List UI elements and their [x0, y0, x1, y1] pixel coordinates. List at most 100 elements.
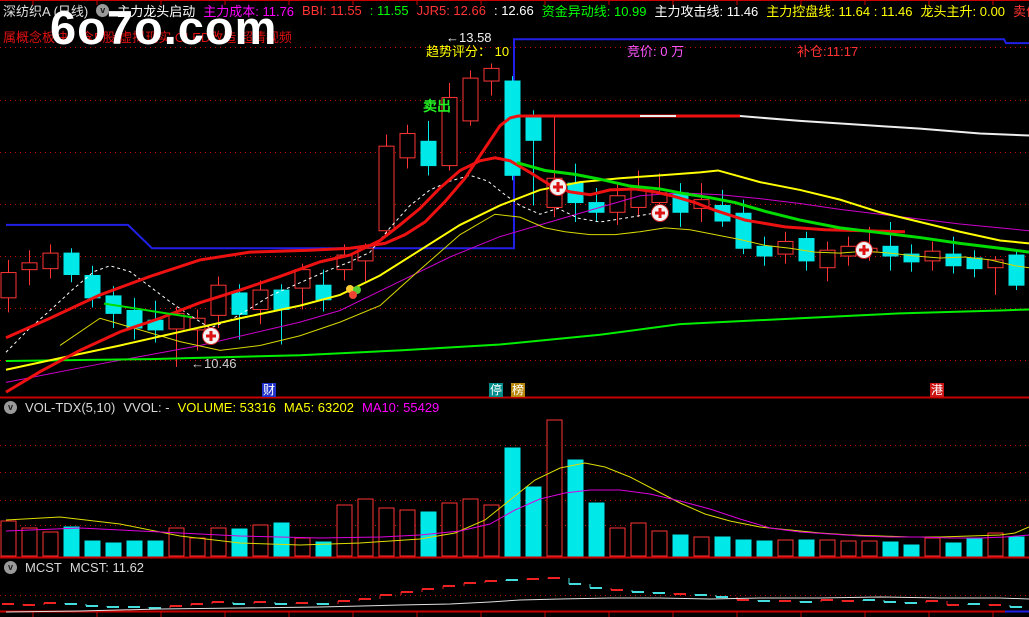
volume-bar: [882, 541, 899, 557]
volume-bar: [1008, 536, 1025, 557]
volume-bar: [798, 539, 815, 557]
volume-header-item-4: MA5: 63202: [283, 400, 354, 415]
topbar-item-8: 资金异动线: 10.99: [541, 4, 647, 19]
volume-bar: [756, 540, 773, 557]
volume-bar: [987, 532, 1004, 557]
green-mid-segment-line: [516, 161, 1029, 254]
yellow-thick-control-line: [5, 169, 1029, 371]
volume-bar: [126, 540, 143, 557]
white-resistance-line: [739, 115, 1029, 137]
red-cost-line-line: [5, 156, 906, 394]
candle-body: [252, 289, 269, 310]
red-attack-line-line: [5, 114, 740, 340]
topbar-item-10: 主力控盘线: 11.64 : 11.46: [766, 4, 913, 19]
vol-ma10-line: [5, 489, 1029, 539]
chevron-circle-icon[interactable]: v: [4, 401, 17, 414]
mcst-white-line: [5, 596, 1029, 613]
candle-body: [189, 317, 206, 331]
peak-price-label: ←13.58: [446, 30, 492, 45]
candle-body: [231, 292, 248, 315]
candle-body: [294, 269, 311, 289]
volume-header-item-1: VOL-TDX(5,10): [25, 400, 116, 415]
candle-body: [42, 252, 59, 270]
volume-bar: [525, 486, 542, 557]
mcst-header-item-2: MCST: 11.62: [69, 560, 145, 575]
volume-bar: [147, 540, 164, 557]
volume-header: v VOL-TDX(5,10) VVOL: - VOLUME: 53316 MA5: 6…: [4, 400, 439, 415]
mcst-header: v MCST MCST: 11.62: [4, 560, 144, 575]
volume-bar: [651, 530, 668, 557]
volume-bar: [630, 522, 647, 557]
topbar-item-12: 卖价: 11.54: [1013, 4, 1029, 19]
volume-ma-lines: [5, 489, 1029, 539]
volume-bar: [672, 534, 689, 557]
concept-line: 属概念板块：含B股 虚拟现实 OLED改造 超清视频: [3, 30, 292, 45]
volume-bar: [294, 537, 311, 557]
volume-bar: [357, 498, 374, 557]
pane-tag-2[interactable]: 停: [489, 383, 504, 397]
low-price-label: ←10.46: [191, 356, 237, 371]
volume-bar: [336, 504, 353, 557]
sell-signal-label: 卖出: [423, 98, 451, 114]
topbar-item-7: : 12.66: [493, 3, 534, 18]
trend-score-label: 趋势评分： 10: [426, 44, 510, 59]
volume-bar: [735, 539, 752, 557]
candle-body: [378, 145, 395, 232]
topbar-item-4: BBI: 11.55: [302, 3, 362, 18]
candle-body: [588, 202, 605, 213]
volume-bar: [819, 539, 836, 557]
chevron-circle-icon[interactable]: v: [4, 561, 17, 574]
topbar-item-5: : 11.55: [369, 3, 409, 18]
volume-bar: [378, 507, 395, 557]
candle-body: [945, 253, 962, 267]
topbar-item-11: 龙头主升: 0.00: [920, 4, 1006, 19]
volume-bar: [21, 527, 38, 557]
pane-tag-4[interactable]: 港: [930, 383, 945, 397]
candle-body: [987, 259, 1004, 269]
volume-bar: [189, 537, 206, 557]
pane-tag-3[interactable]: 榜: [511, 383, 526, 397]
volume-bar: [0, 520, 17, 557]
volume-bar: [903, 544, 920, 557]
candle-body: [819, 249, 836, 269]
cross-marker-icon: [855, 241, 873, 259]
white-dash-trend-line: [5, 174, 661, 353]
volume-bar: [84, 540, 101, 557]
candle-body: [840, 245, 857, 257]
volume-bar: [924, 537, 941, 557]
candle-body: [441, 97, 458, 167]
cross-marker-icon: [651, 204, 669, 222]
cross-marker-icon: [202, 327, 220, 345]
mcst-header-item-1: MCST: [25, 560, 62, 575]
chevron-circle-icon[interactable]: v: [96, 4, 110, 17]
volume-bar: [462, 498, 479, 557]
volume-bar: [105, 542, 122, 557]
candle-body: [756, 245, 773, 257]
candle-body: [420, 140, 437, 167]
volume-bar: [399, 509, 416, 557]
volume-bar: [42, 531, 59, 557]
candle-body: [882, 245, 899, 257]
candle-body: [399, 133, 416, 159]
candle-body: [0, 272, 17, 299]
candle-body: [462, 77, 479, 122]
volume-bar: [273, 522, 290, 557]
magenta-ma-line: [5, 192, 1029, 383]
topbar-item-3: 主力成本: 11.76: [203, 4, 295, 19]
volume-header-item-3: VOLUME: 53316: [177, 400, 276, 415]
topbar-item-2: 主力龙头启动: [117, 4, 196, 19]
volume-bar: [546, 419, 563, 557]
candle-body: [1008, 254, 1025, 286]
pane-tag-1[interactable]: 财: [262, 383, 277, 397]
cross-marker-icon: [549, 178, 567, 196]
top-bar: 深纺织A (日线) v 主力龙头启动 主力成本: 11.76 BBI: 11.55: 1…: [3, 2, 1029, 19]
volume-bar: [252, 524, 269, 557]
candle-body: [21, 262, 38, 271]
volume-bar: [567, 459, 584, 557]
candle-body: [63, 252, 80, 276]
volume-bar: [609, 527, 626, 557]
volume-bar: [945, 542, 962, 557]
